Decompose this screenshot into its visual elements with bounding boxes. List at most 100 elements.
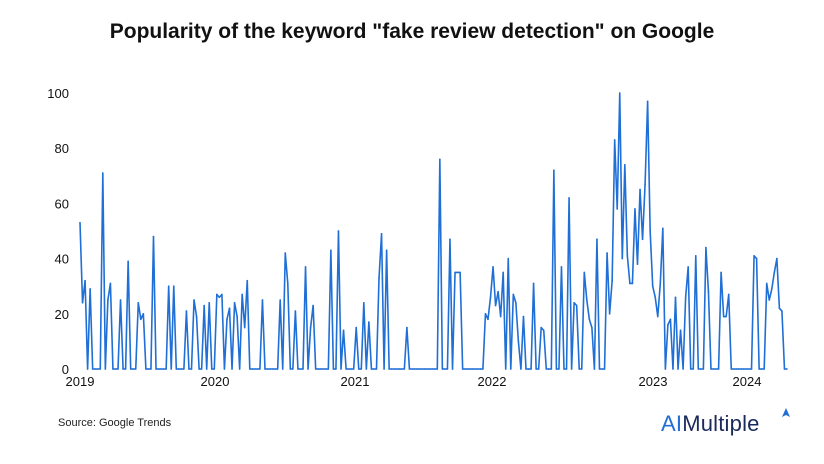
- data-point: [573, 301, 575, 304]
- data-point: [651, 285, 654, 288]
- data-point: [725, 315, 727, 318]
- data-point: [743, 368, 745, 370]
- data-point: [137, 301, 140, 304]
- data-point: [309, 326, 312, 329]
- data-point: [565, 368, 568, 370]
- data-point: [276, 368, 279, 370]
- x-tick-label: 2021: [341, 374, 370, 389]
- data-point: [753, 255, 755, 257]
- data-point: [180, 368, 183, 370]
- data-point: [768, 299, 771, 301]
- data-point: [208, 301, 211, 304]
- data-point: [357, 368, 360, 370]
- data-point: [292, 368, 294, 370]
- data-point: [492, 266, 494, 268]
- data-point: [694, 255, 697, 257]
- data-point: [254, 368, 256, 370]
- data-point: [264, 368, 266, 370]
- data-point: [162, 368, 165, 370]
- data-point: [256, 368, 259, 370]
- data-point: [117, 368, 119, 370]
- data-point: [330, 249, 332, 252]
- data-point: [165, 368, 167, 370]
- data-point: [127, 260, 129, 263]
- data-point: [183, 368, 185, 370]
- data-point: [259, 368, 261, 370]
- data-point: [365, 368, 368, 370]
- data-point: [223, 368, 226, 370]
- data-point: [479, 368, 482, 370]
- data-point: [383, 368, 385, 370]
- data-point: [426, 368, 428, 370]
- data-point: [444, 368, 446, 370]
- data-point: [157, 368, 160, 370]
- data-point: [669, 318, 672, 321]
- data-point: [608, 313, 611, 315]
- data-point: [428, 368, 431, 370]
- data-point: [122, 368, 124, 370]
- data-point: [464, 368, 466, 370]
- data-point: [81, 301, 84, 304]
- data-point: [603, 368, 606, 370]
- y-tick-label: 40: [55, 252, 69, 267]
- data-point: [363, 301, 365, 304]
- data-point: [649, 230, 651, 232]
- data-point: [738, 368, 740, 370]
- data-point: [140, 318, 142, 321]
- data-point: [124, 368, 127, 370]
- data-point: [776, 257, 778, 260]
- data-point: [575, 304, 578, 307]
- data-point: [456, 271, 459, 274]
- data-point: [702, 368, 705, 370]
- data-point: [606, 252, 608, 254]
- data-point: [102, 172, 104, 174]
- data-point: [218, 296, 221, 299]
- data-point: [327, 368, 330, 370]
- data-point: [621, 257, 624, 260]
- data-point: [451, 368, 454, 370]
- data-point: [662, 227, 664, 230]
- data-point: [172, 285, 175, 288]
- data-point: [370, 368, 373, 370]
- data-point: [406, 326, 408, 329]
- data-point: [727, 293, 730, 296]
- data-point: [132, 368, 135, 370]
- data-point: [687, 266, 689, 268]
- data-point: [459, 271, 461, 274]
- data-point: [385, 249, 388, 252]
- data-point: [246, 279, 249, 282]
- source-note: Source: Google Trends: [58, 417, 172, 429]
- data-point: [580, 368, 583, 370]
- y-axis: 0 20 40 60 80 100: [47, 86, 69, 377]
- data-point: [624, 163, 626, 166]
- x-tick-label: 2023: [639, 374, 668, 389]
- data-point: [494, 304, 497, 307]
- data-point: [299, 368, 302, 370]
- data-point: [750, 368, 753, 370]
- data-point: [449, 238, 451, 241]
- data-point: [269, 368, 271, 370]
- data-point: [710, 368, 712, 370]
- data-point: [474, 368, 477, 370]
- data-point: [205, 368, 208, 370]
- data-point: [317, 368, 320, 370]
- data-point: [91, 368, 94, 370]
- data-point: [700, 368, 702, 370]
- data-point: [631, 282, 634, 285]
- data-point: [431, 368, 434, 370]
- data-point: [134, 368, 137, 370]
- data-point: [682, 368, 684, 370]
- data-point: [781, 310, 783, 312]
- data-point: [755, 257, 758, 260]
- data-point: [677, 368, 679, 370]
- data-point: [160, 368, 162, 370]
- chart-title: Popularity of the keyword "fake review d…: [109, 20, 715, 43]
- data-point: [119, 299, 122, 301]
- data-point: [611, 279, 613, 282]
- data-point: [461, 368, 464, 370]
- data-point: [613, 139, 616, 141]
- data-point: [722, 315, 725, 318]
- data-point: [233, 301, 236, 304]
- data-point: [568, 197, 570, 199]
- data-point: [398, 368, 401, 370]
